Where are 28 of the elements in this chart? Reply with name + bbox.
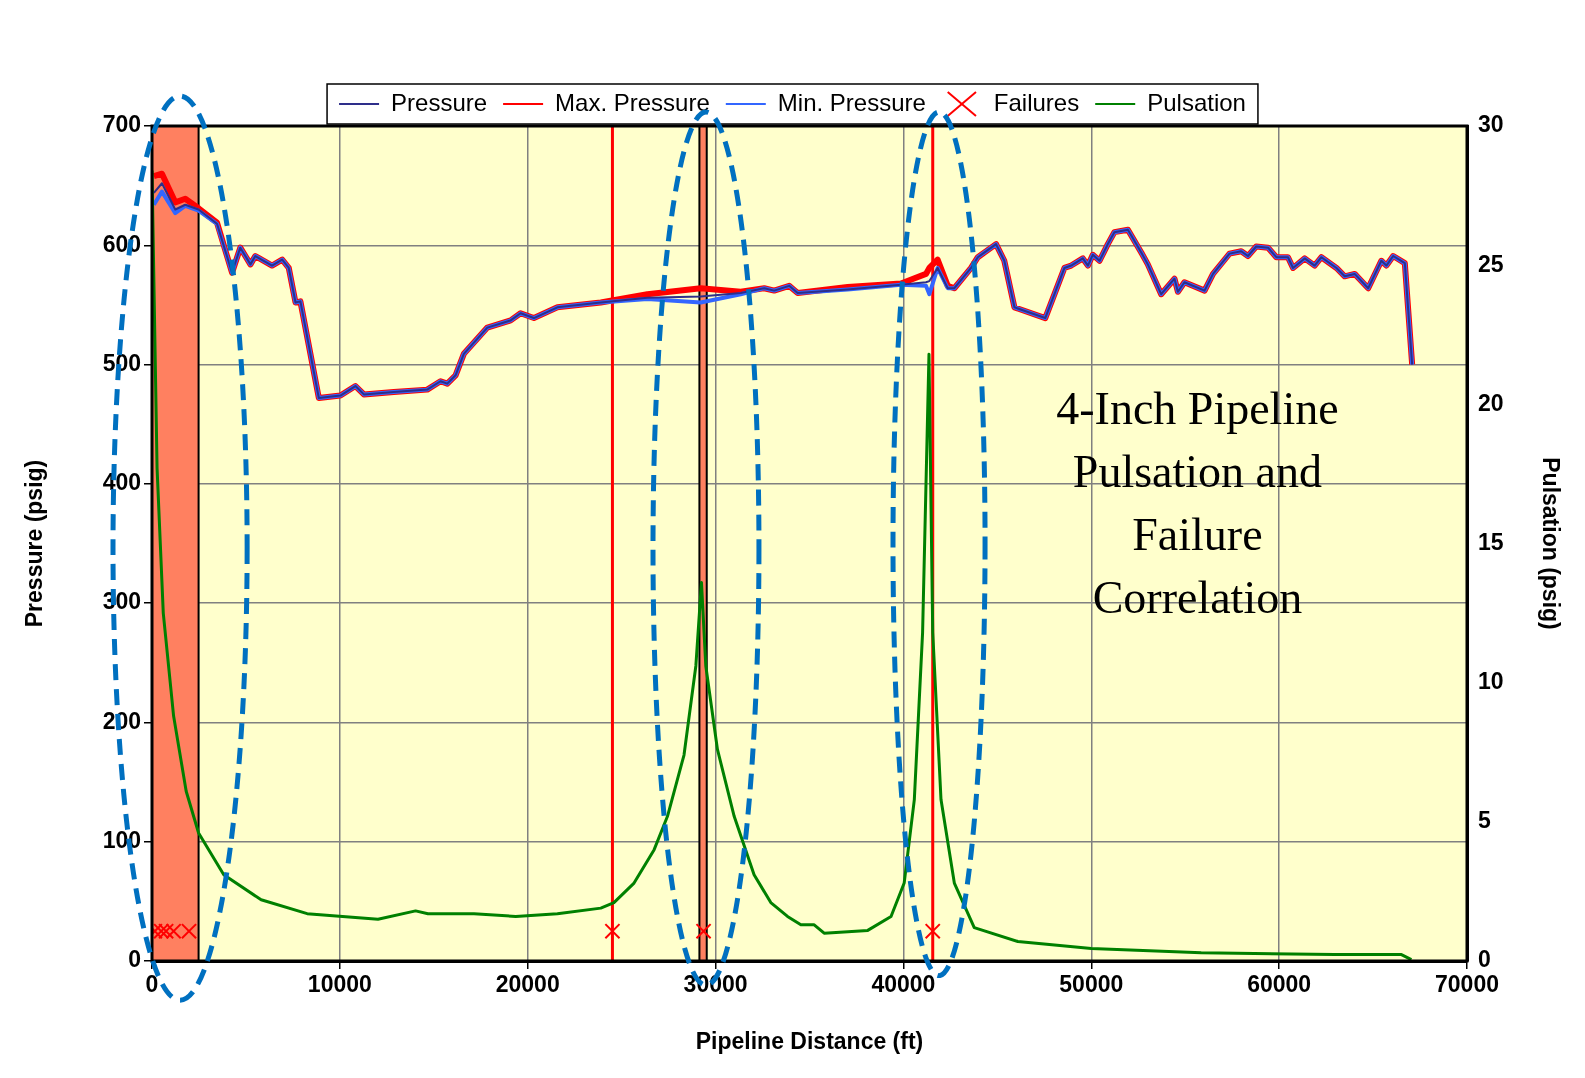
y2-tick-label: 20 xyxy=(1478,389,1504,416)
y2-tick-label: 15 xyxy=(1478,528,1504,555)
y-tick-label: 700 xyxy=(102,111,141,138)
y-tick-label: 0 xyxy=(128,946,141,973)
y2-tick-label: 10 xyxy=(1478,668,1504,695)
legend-label: Failures xyxy=(993,88,1080,116)
x-axis-title: Pipeline Distance (ft) xyxy=(695,1027,924,1054)
x-tick-label: 0 xyxy=(145,971,159,998)
legend-label: Max. Pressure xyxy=(555,88,710,116)
y2-tick-label: 25 xyxy=(1478,250,1504,277)
legend-label: Pulsation xyxy=(1147,88,1246,116)
y2-tick-label: 5 xyxy=(1478,807,1491,834)
x-tick-label: 50000 xyxy=(1059,971,1124,998)
y2-tick-label: 0 xyxy=(1478,946,1491,973)
x-tick-label: 60000 xyxy=(1247,971,1312,998)
y-axis-title: Pressure (psig) xyxy=(21,459,48,628)
legend-label: Min. Pressure xyxy=(777,88,926,116)
y2-axis-title: Pulsation (psig) xyxy=(1537,457,1564,630)
x-tick-label: 20000 xyxy=(495,971,560,998)
y-tick-label: 400 xyxy=(102,469,141,496)
y2-tick-label: 30 xyxy=(1478,111,1504,138)
x-tick-label: 10000 xyxy=(307,971,372,998)
x-tick-label: 40000 xyxy=(871,971,936,998)
y-tick-label: 100 xyxy=(102,827,141,854)
legend-label: Pressure xyxy=(391,88,488,116)
y-tick-label: 500 xyxy=(102,349,141,376)
annotation: 4-Inch Pipeline Pulsation and Failure Correlation xyxy=(1056,382,1339,623)
x-tick-label: 70000 xyxy=(1435,971,1499,998)
